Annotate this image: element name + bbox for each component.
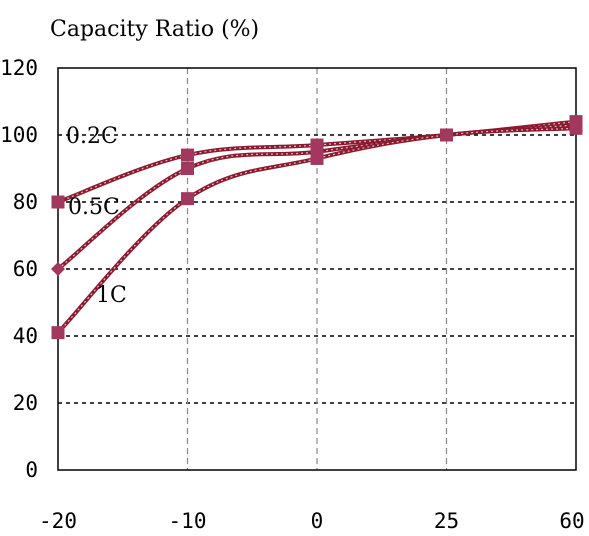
y-tick-label: 40 <box>13 324 38 348</box>
y-tick-label: 80 <box>13 190 38 214</box>
y-tick-label: 20 <box>13 391 38 415</box>
data-point-marker <box>181 162 194 175</box>
y-tick-label: 0 <box>25 458 38 482</box>
x-tick-label: -20 <box>39 509 77 533</box>
data-markers <box>51 115 583 340</box>
data-point-marker <box>181 192 194 206</box>
grid <box>58 68 576 470</box>
series-label-1c: 1C <box>96 283 127 308</box>
data-point-marker <box>51 195 65 209</box>
x-tick-labels: -20 -10 0 25 60 <box>39 509 585 533</box>
y-axis-label: Capacity Ratio (%) <box>50 17 259 42</box>
data-point-marker <box>181 148 194 162</box>
x-tick-label: 0 <box>311 509 324 533</box>
series-line-highlight <box>57 121 577 203</box>
data-point-marker <box>51 262 65 276</box>
series-label-0-2c: 0.2C <box>66 124 118 149</box>
data-point-marker <box>440 128 453 142</box>
data-point-marker <box>51 326 65 340</box>
data-point-marker <box>310 151 324 165</box>
y-tick-labels: 0 20 40 60 80 100 120 <box>0 56 38 482</box>
y-tick-label: 120 <box>0 56 38 80</box>
y-tick-label: 100 <box>0 123 38 147</box>
y-tick-label: 60 <box>13 257 38 281</box>
x-tick-label: 60 <box>559 509 584 533</box>
x-tick-label: -10 <box>169 509 207 533</box>
series-label-0-5c: 0.5C <box>68 195 120 220</box>
x-tick-label: 25 <box>434 509 459 533</box>
data-point-marker <box>569 121 583 135</box>
series-line-highlight <box>57 127 577 334</box>
